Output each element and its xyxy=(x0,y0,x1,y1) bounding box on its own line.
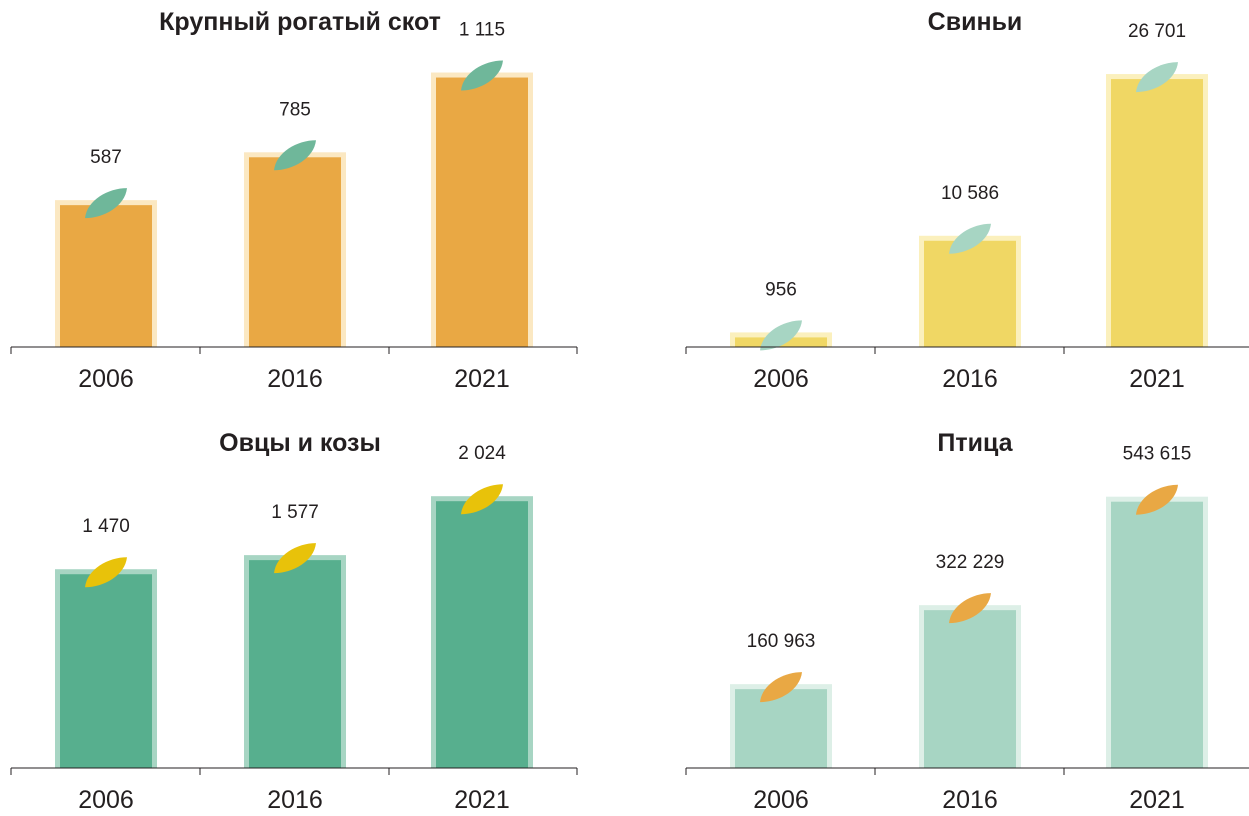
data-label: 956 xyxy=(765,279,797,300)
x-tick-label: 2006 xyxy=(753,365,809,393)
data-label: 543 615 xyxy=(1123,444,1192,465)
bar xyxy=(436,501,528,768)
data-label: 26 701 xyxy=(1128,21,1186,42)
x-tick-label: 2021 xyxy=(1129,786,1185,814)
chart-panel-poultry: Птица 160 963 2006 322 229 2016 543 615 2021 xyxy=(680,421,1249,816)
data-label: 322 229 xyxy=(936,552,1005,573)
bar xyxy=(249,157,341,347)
x-tick-label: 2016 xyxy=(942,786,998,814)
leaf-icon xyxy=(760,672,802,703)
data-label: 160 963 xyxy=(747,631,816,652)
leaf-icon xyxy=(85,557,127,588)
leaf-icon xyxy=(1136,484,1178,515)
leaf-icon xyxy=(1136,62,1178,93)
chart-title: Овцы и козы xyxy=(219,429,381,457)
bar xyxy=(1111,501,1203,768)
bar xyxy=(924,240,1016,347)
leaf-icon xyxy=(274,543,316,574)
x-tick-label: 2006 xyxy=(78,786,134,814)
x-tick-label: 2006 xyxy=(78,365,134,393)
data-label: 1 577 xyxy=(271,502,319,523)
x-tick-label: 2016 xyxy=(267,786,323,814)
leaf-icon xyxy=(274,140,316,171)
leaf-icon xyxy=(949,593,991,624)
bar xyxy=(1111,79,1203,347)
x-tick-label: 2021 xyxy=(1129,365,1185,393)
bar xyxy=(735,689,827,768)
x-tick-label: 2006 xyxy=(753,786,809,814)
bar xyxy=(924,610,1016,768)
bar xyxy=(60,574,152,768)
leaf-icon xyxy=(85,188,127,219)
bar xyxy=(436,77,528,348)
bar xyxy=(249,560,341,768)
data-label: 1 115 xyxy=(459,20,505,41)
bar-chart-poultry: 160 963 2006 322 229 2016 543 615 2021 xyxy=(685,444,1249,814)
data-label: 2 024 xyxy=(458,443,506,464)
leaf-icon xyxy=(949,223,991,254)
leaf-icon xyxy=(461,60,503,91)
chart-title: Крупный рогатый скот xyxy=(159,8,441,36)
chart-panel-pigs: Свиньи 956 2006 10 586 2016 26 701 2021 xyxy=(680,0,1249,395)
chart-title: Свиньи xyxy=(927,8,1023,36)
x-tick-label: 2021 xyxy=(454,365,510,393)
chart-panel-cattle: Крупный рогатый скот 587 2006 785 2016 1 115… xyxy=(5,0,595,395)
data-label: 1 470 xyxy=(82,516,130,537)
bar-chart-cattle: 587 2006 785 2016 1 115 2021 xyxy=(10,20,578,393)
x-tick-label: 2016 xyxy=(942,365,998,393)
data-label: 785 xyxy=(279,99,311,120)
bar-chart-pigs: 956 2006 10 586 2016 26 701 2021 xyxy=(685,21,1249,393)
x-tick-label: 2021 xyxy=(454,786,510,814)
bar-chart-sheep-goats: 1 470 2006 1 577 2016 2 024 2021 xyxy=(10,443,578,814)
chart-panel-sheep-goats: Овцы и козы 1 470 2006 1 577 2016 2 024 2021 xyxy=(5,421,595,816)
leaf-icon xyxy=(461,484,503,515)
data-label: 10 586 xyxy=(941,183,999,204)
bar xyxy=(60,205,152,347)
leaf-icon xyxy=(760,320,802,351)
x-tick-label: 2016 xyxy=(267,365,323,393)
data-label: 587 xyxy=(90,147,122,168)
chart-title: Птица xyxy=(937,429,1013,457)
